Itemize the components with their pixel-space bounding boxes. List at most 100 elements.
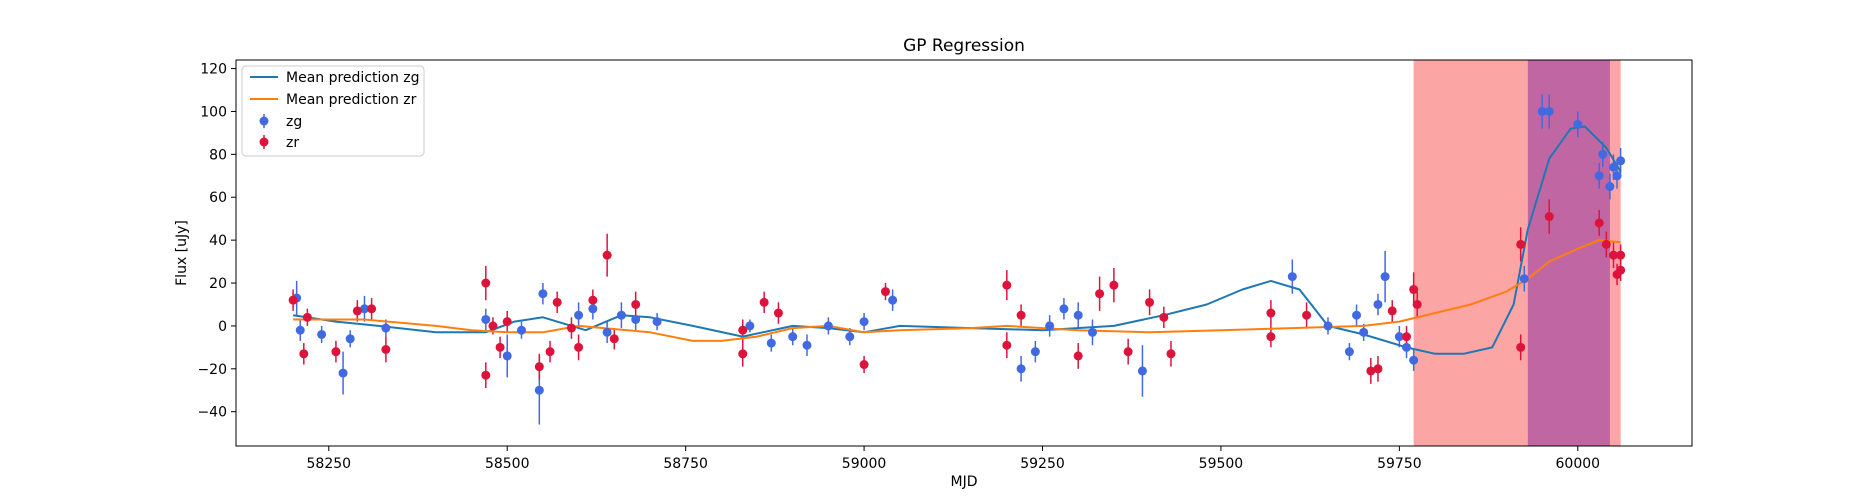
legend-marker-zr-swatch	[259, 137, 269, 147]
point-zg	[602, 327, 612, 337]
x-axis-ticks: 58250 58500 58750 59000 59250 59500 59750 60000	[307, 446, 1601, 472]
point-zr	[1516, 342, 1526, 352]
point-zr	[1387, 306, 1397, 316]
x-tick-label: 59750	[1377, 456, 1422, 472]
point-zr	[1366, 366, 1376, 376]
point-zg	[1352, 310, 1362, 320]
point-zr	[1109, 280, 1119, 290]
point-zg	[802, 340, 812, 350]
point-zg	[1608, 162, 1618, 172]
point-zr	[1516, 239, 1526, 249]
point-zg	[845, 332, 855, 342]
point-zr	[1145, 297, 1155, 307]
point-zg	[1359, 327, 1369, 337]
point-zg	[1612, 171, 1622, 181]
point-zr	[495, 342, 505, 352]
legend-label-mean-zg: Mean prediction zg	[286, 70, 420, 86]
point-zg	[502, 351, 512, 361]
point-zr	[331, 347, 341, 357]
point-zr	[759, 297, 769, 307]
point-zr	[481, 278, 491, 288]
point-zr	[488, 321, 498, 331]
point-zr	[1601, 239, 1611, 249]
point-zr	[367, 304, 377, 314]
point-zg	[1059, 304, 1069, 314]
point-zr	[381, 345, 391, 354]
point-zg	[574, 310, 584, 320]
y-tick-label: 60	[209, 190, 227, 206]
point-zg	[1409, 355, 1419, 365]
point-zg	[1598, 149, 1608, 159]
point-zg	[1344, 347, 1354, 357]
point-zg	[1544, 106, 1554, 116]
point-zr	[566, 323, 576, 333]
point-zg	[481, 314, 491, 324]
x-tick-label: 58250	[307, 456, 352, 472]
point-zr	[1608, 250, 1618, 260]
line-mean-prediction-zg	[292, 125, 1622, 355]
point-zg	[616, 310, 626, 320]
y-tick-label: 0	[218, 319, 227, 335]
legend-label-mean-zr: Mean prediction zr	[286, 92, 417, 108]
point-zr	[352, 306, 362, 316]
point-zg	[1087, 327, 1097, 337]
x-tick-label: 59500	[1199, 456, 1244, 472]
point-zg	[766, 338, 776, 348]
point-zr	[1412, 299, 1422, 309]
point-zg	[652, 317, 662, 327]
point-zr	[574, 342, 584, 352]
point-zr	[1095, 289, 1105, 299]
point-zg	[381, 323, 391, 333]
point-zr	[1266, 308, 1276, 318]
point-zg	[1537, 106, 1547, 116]
point-zg	[1073, 310, 1083, 320]
point-zr	[859, 360, 869, 370]
x-tick-label: 60000	[1556, 456, 1601, 472]
y-tick-label: 80	[209, 147, 227, 163]
point-zr	[534, 362, 544, 372]
point-zr	[738, 349, 748, 359]
point-zg	[1045, 321, 1055, 331]
point-zr	[588, 295, 598, 305]
x-axis-label: MJD	[951, 474, 978, 490]
point-zg	[1137, 366, 1147, 376]
point-zr	[602, 250, 612, 260]
point-zg	[823, 321, 833, 331]
x-tick-label: 58750	[663, 456, 708, 472]
point-zg	[788, 332, 798, 342]
legend: Mean prediction zg Mean prediction zr zg…	[241, 65, 425, 157]
point-zr	[299, 349, 309, 359]
point-zr	[1544, 212, 1554, 222]
point-zg	[338, 368, 348, 378]
x-tick-label: 59250	[1020, 456, 1065, 472]
point-zr	[773, 308, 783, 318]
y-tick-label: 20	[209, 276, 227, 292]
y-tick-label: −40	[197, 405, 227, 421]
highlight-spans	[1413, 60, 1621, 446]
point-zg	[359, 304, 369, 314]
plot-frame	[235, 59, 1693, 447]
point-zg	[888, 295, 898, 305]
point-zg	[345, 334, 355, 344]
point-zr	[1616, 250, 1626, 260]
legend-label-zr: zr	[286, 135, 299, 151]
point-zr	[502, 317, 512, 327]
point-zr	[288, 295, 298, 305]
y-tick-label: 40	[209, 233, 227, 249]
point-zr	[552, 297, 562, 307]
y-axis-ticks: −40 −20 0 20 40 60 80 100 120	[197, 62, 236, 421]
point-zr	[1002, 340, 1012, 350]
point-zg	[1402, 342, 1412, 352]
point-zr	[481, 370, 491, 380]
point-zr	[1409, 284, 1419, 294]
point-zg	[1573, 119, 1583, 129]
mean-prediction-lines	[292, 125, 1622, 355]
point-zr	[545, 347, 555, 357]
point-zg	[317, 329, 327, 339]
line-mean-prediction-zr	[293, 239, 1621, 342]
point-zg	[588, 304, 598, 314]
y-tick-label: 100	[200, 104, 227, 120]
point-zg	[745, 321, 755, 331]
point-zg	[631, 314, 641, 324]
